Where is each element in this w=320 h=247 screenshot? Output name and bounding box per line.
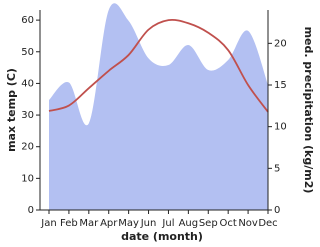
precipitation-area bbox=[49, 3, 268, 211]
x-tick-label: Sep bbox=[199, 218, 218, 229]
y-tick-label: 50 bbox=[21, 47, 34, 58]
y2-tick-label: 0 bbox=[274, 205, 280, 216]
y-tick-label: 10 bbox=[21, 173, 34, 184]
x-tick-label: May bbox=[118, 218, 139, 229]
y-tick-label: 20 bbox=[21, 142, 34, 153]
x-tick-label: Nov bbox=[238, 218, 258, 229]
y2-tick-label: 15 bbox=[274, 80, 287, 91]
x-axis-label: date (month) bbox=[121, 230, 203, 243]
x-tick-label: Mar bbox=[79, 218, 99, 229]
x-tick-label: Aug bbox=[179, 218, 199, 229]
y-axis-label: max temp (C) bbox=[5, 68, 18, 152]
y-tick-label: 60 bbox=[21, 15, 34, 26]
x-tick-label: Apr bbox=[100, 218, 118, 229]
y2-axis-label: med. precipitation (kg/m2) bbox=[302, 27, 315, 194]
temp-line bbox=[48, 18, 269, 113]
y-tick-label: 30 bbox=[21, 110, 34, 121]
x-tick-label: Jul bbox=[161, 218, 174, 229]
x-tick-label: Oct bbox=[220, 218, 237, 229]
x-tick-label: Feb bbox=[60, 218, 78, 229]
y2-tick-label: 10 bbox=[274, 122, 287, 133]
y2-tick-label: 5 bbox=[274, 163, 280, 174]
y2-tick-label: 20 bbox=[274, 38, 287, 49]
x-tick-label: Jan bbox=[40, 218, 56, 229]
y-tick-label: 0 bbox=[28, 205, 34, 216]
y-tick-label: 40 bbox=[21, 78, 34, 89]
x-tick-label: Dec bbox=[258, 218, 277, 229]
x-tick-label: Jun bbox=[140, 218, 157, 229]
